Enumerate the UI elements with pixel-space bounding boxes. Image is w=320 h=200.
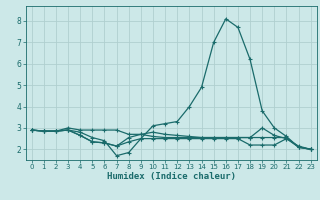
- X-axis label: Humidex (Indice chaleur): Humidex (Indice chaleur): [107, 172, 236, 181]
